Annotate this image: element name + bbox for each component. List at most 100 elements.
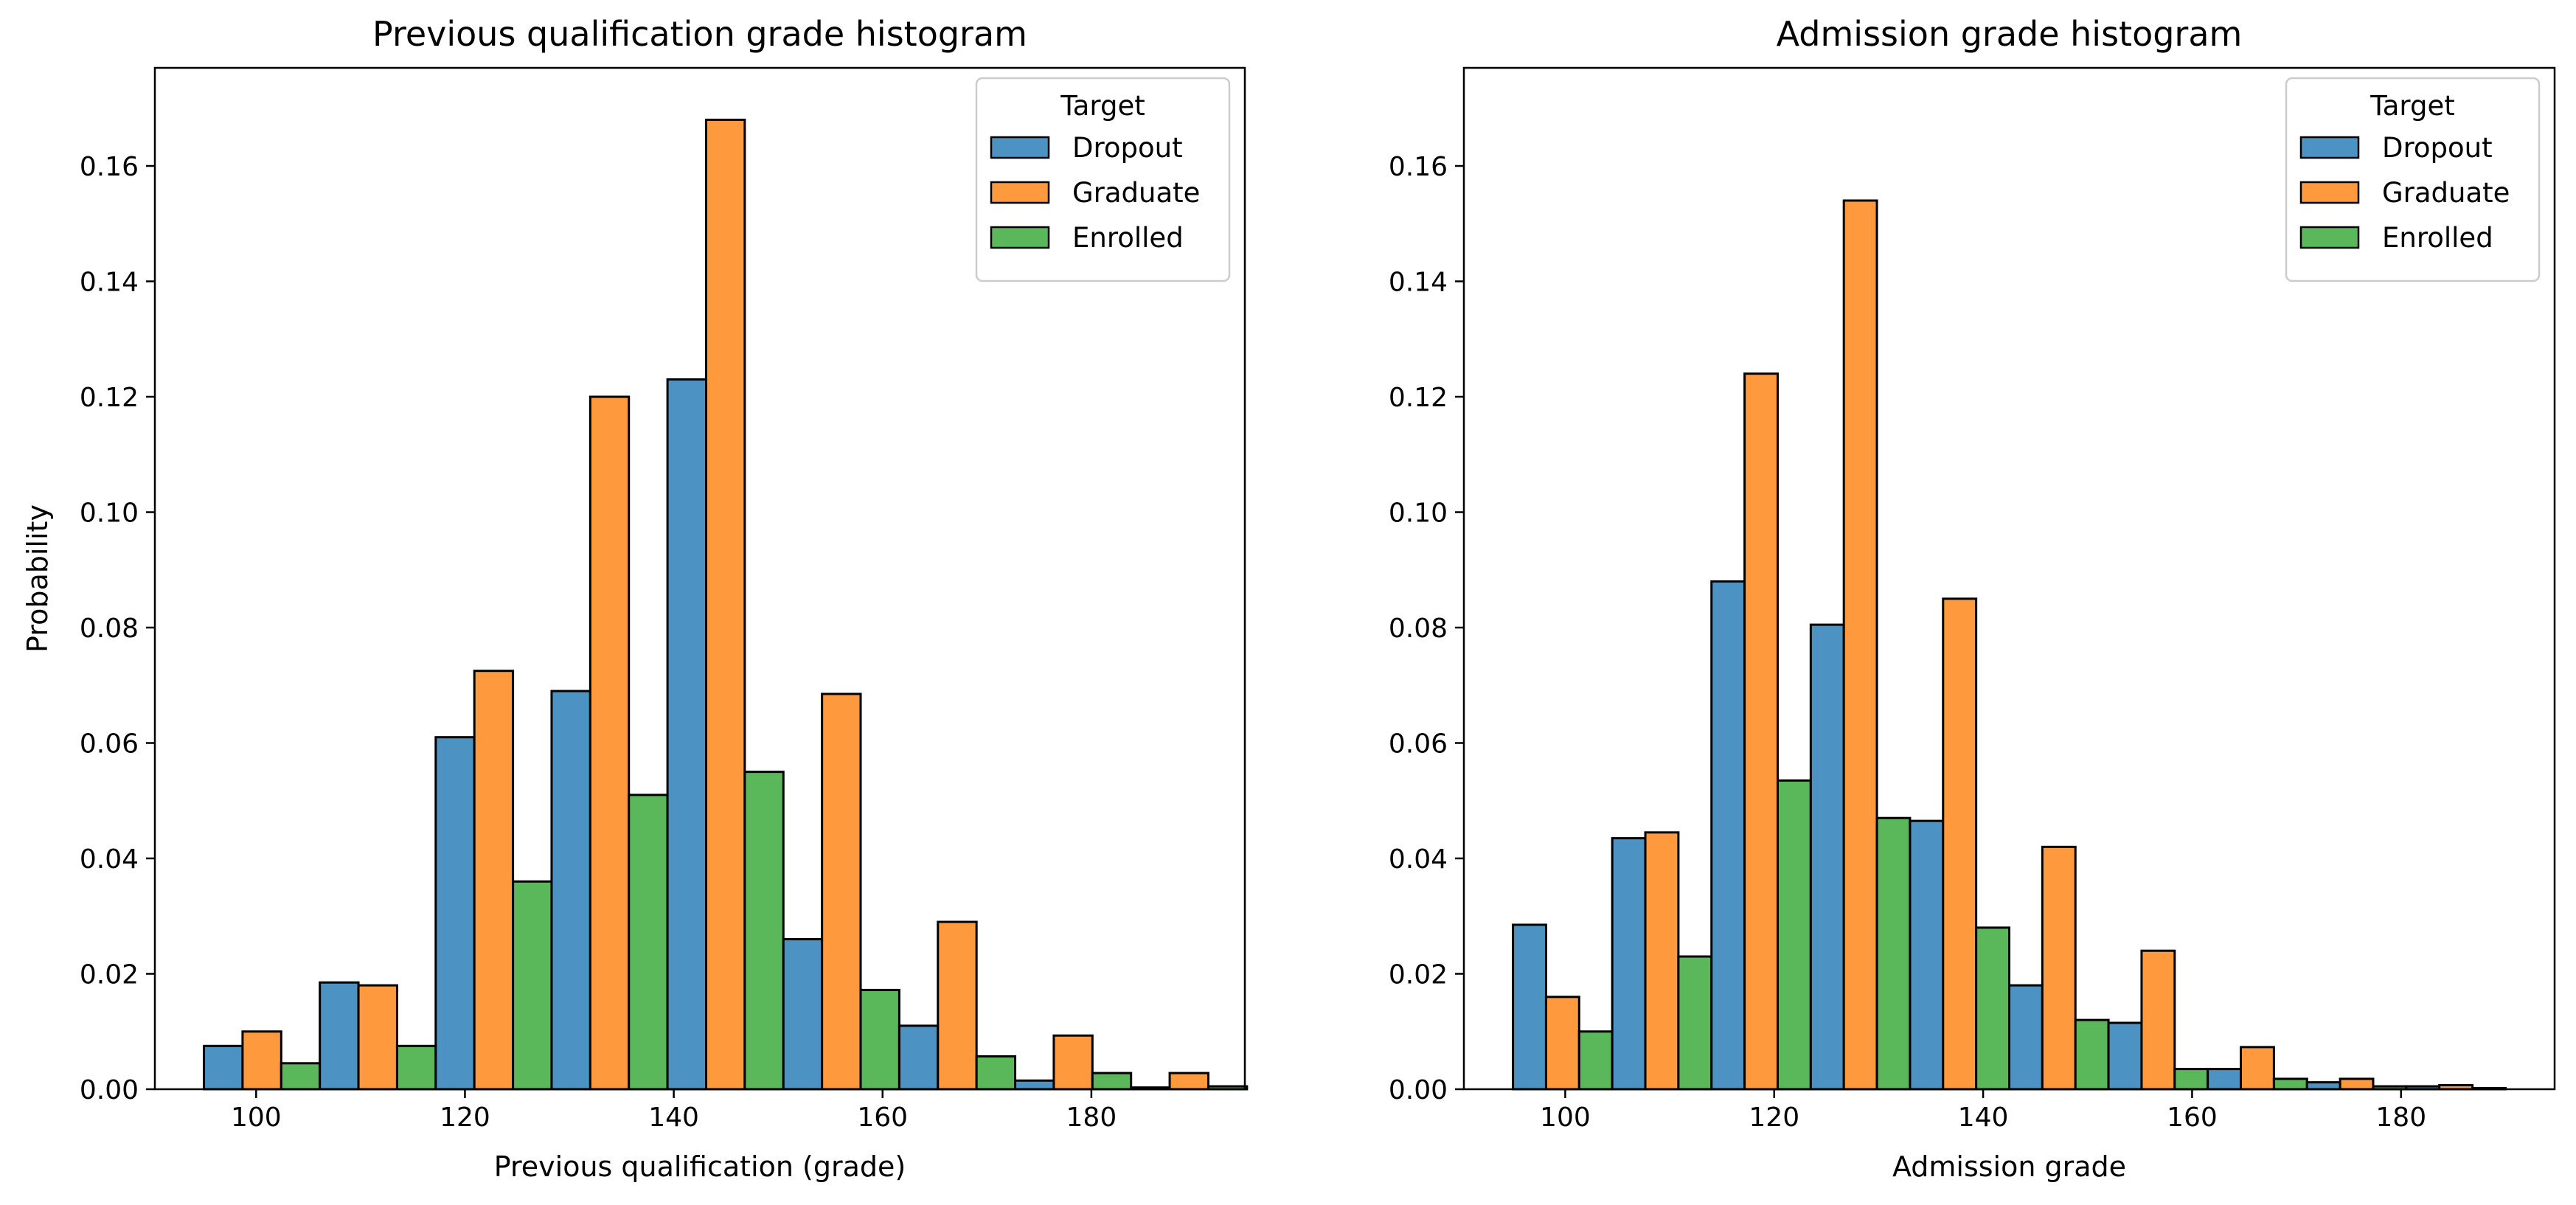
x-tick-label: 180	[1066, 1102, 1117, 1133]
bar-graduate-bin-1	[1544, 996, 1580, 1091]
bars-group	[203, 118, 1249, 1091]
legend-entry-graduate: Graduate	[1072, 177, 1200, 209]
bar-graduate-bin-7	[937, 920, 978, 1091]
bar-enrolled-bin-1	[1577, 1030, 1614, 1091]
y-tick-label: 0.14	[80, 268, 139, 298]
bar-dropout-bin-1	[203, 1044, 244, 1091]
bar-dropout-bin-3	[1710, 580, 1746, 1091]
bar-enrolled-bin-2	[1677, 955, 1713, 1091]
bar-enrolled-bin-7	[2173, 1068, 2209, 1091]
y-tick-label: 0.10	[1389, 499, 1448, 529]
bar-enrolled-bin-5	[743, 771, 785, 1091]
y-tick-label: 0.02	[80, 960, 139, 990]
legend-swatch-enrolled	[990, 226, 1050, 249]
x-tick-label: 140	[648, 1102, 699, 1133]
bar-enrolled-bin-3	[512, 880, 553, 1091]
bar-graduate-bin-1	[241, 1030, 282, 1091]
axes-frame	[153, 66, 1246, 1091]
bar-enrolled-bin-4	[628, 794, 669, 1091]
y-tick-label: 0.16	[1389, 152, 1448, 182]
bar-enrolled-bin-3	[1776, 779, 1812, 1091]
bar-graduate-bin-2	[1644, 831, 1680, 1091]
legend-entry-dropout: Dropout	[2382, 132, 2493, 164]
bar-enrolled-bin-6	[2074, 1018, 2110, 1091]
y-tick-label: 0.00	[1389, 1075, 1448, 1105]
x-tick-label: 120	[440, 1102, 490, 1133]
y-tick-label: 0.12	[1389, 383, 1448, 413]
x-axis-label: Previous qualification (grade)	[494, 1150, 906, 1183]
y-tick-label: 0.06	[1389, 729, 1448, 760]
bar-graduate-bin-7	[2140, 949, 2176, 1091]
bar-dropout-bin-5	[666, 378, 707, 1091]
bar-graduate-bin-4	[589, 395, 631, 1091]
bar-enrolled-bin-5	[1975, 926, 2011, 1091]
bar-enrolled-bin-7	[975, 1055, 1017, 1091]
legend-entry-dropout: Dropout	[1072, 132, 1183, 164]
y-tick-label: 0.04	[80, 844, 139, 875]
bar-enrolled-bin-6	[859, 988, 900, 1091]
bar-graduate-bin-4	[1842, 199, 1878, 1091]
y-tick-label: 0.08	[1389, 614, 1448, 644]
y-tick-label: 0.04	[1389, 844, 1448, 875]
legend-swatch-graduate	[2299, 181, 2360, 204]
bar-graduate-bin-6	[821, 692, 862, 1091]
bar-graduate-bin-3	[473, 670, 515, 1091]
bar-dropout-bin-8	[1014, 1079, 1055, 1091]
x-tick-label: 180	[2375, 1102, 2426, 1133]
chart-title: Admission grade histogram	[1777, 14, 2243, 54]
x-axis-label: Admission grade	[1892, 1150, 2126, 1183]
y-tick-label: 0.06	[80, 729, 139, 760]
bar-graduate-bin-6	[2041, 845, 2077, 1091]
legend-swatch-dropout	[2299, 136, 2360, 159]
chart-panel-1: 100 120 140 160 180 0.00 0.02 0.04 0.06 0.08 0.10 0…	[21, 14, 1249, 1183]
legend-swatch-enrolled	[2299, 226, 2360, 249]
bar-dropout-bin-6	[2008, 984, 2044, 1091]
x-tick-label: 160	[2167, 1102, 2218, 1133]
chart-title: Previous qualification grade histogram	[372, 14, 1027, 54]
x-tick-label: 140	[1958, 1102, 2009, 1133]
bar-enrolled-bin-8	[1091, 1072, 1133, 1091]
legend-entry-graduate: Graduate	[2382, 177, 2510, 209]
bar-dropout-bin-6	[782, 938, 824, 1091]
x-tick-label: 100	[1540, 1102, 1591, 1133]
bar-dropout-bin-4	[1809, 623, 1845, 1091]
bar-graduate-bin-5	[1942, 597, 1978, 1091]
bar-graduate-bin-5	[704, 118, 746, 1091]
bar-dropout-bin-3	[434, 736, 476, 1091]
bar-dropout-bin-7	[898, 1024, 940, 1091]
bar-graduate-bin-2	[357, 984, 398, 1091]
y-tick-label: 0.16	[80, 152, 139, 182]
bar-enrolled-bin-4	[1875, 816, 1912, 1091]
y-tick-label: 0.14	[1389, 268, 1448, 298]
bar-enrolled-bin-1	[280, 1062, 322, 1091]
chart-panel-2: 100 120 140 160 180 0.00 0.02 0.04 0.06 0.08 0.10 0…	[1389, 14, 2556, 1183]
bar-dropout-bin-1	[1512, 923, 1547, 1091]
bar-dropout-bin-4	[550, 690, 591, 1091]
legend: Target Dropout Graduate Enrolled	[2285, 77, 2541, 282]
legend-swatch-graduate	[990, 181, 1050, 204]
bar-graduate-bin-9	[2339, 1077, 2375, 1091]
bar-graduate-bin-8	[1052, 1034, 1094, 1091]
y-axis-label: Probability	[21, 504, 54, 653]
bar-dropout-bin-8	[2207, 1068, 2243, 1091]
y-tick-label: 0.02	[1389, 960, 1448, 990]
bar-dropout-bin-2	[1611, 837, 1647, 1091]
bar-dropout-bin-2	[319, 981, 360, 1091]
legend-title: Target	[1060, 90, 1145, 122]
y-tick-label: 0.00	[80, 1075, 139, 1105]
legend-swatch-dropout	[990, 136, 1050, 159]
bar-enrolled-bin-8	[2272, 1077, 2308, 1091]
y-tick-label: 0.12	[80, 383, 139, 413]
legend: Target Dropout Graduate Enrolled	[975, 77, 1231, 282]
y-tick-label: 0.08	[80, 614, 139, 644]
bar-dropout-bin-7	[2107, 1021, 2143, 1091]
axes-frame	[1462, 66, 2556, 1091]
bar-dropout-bin-9	[2305, 1081, 2341, 1091]
bar-dropout-bin-5	[1909, 819, 1945, 1091]
bar-enrolled-bin-2	[395, 1044, 437, 1091]
bar-graduate-bin-8	[2240, 1046, 2275, 1091]
bar-graduate-bin-3	[1743, 372, 1779, 1091]
legend-entry-enrolled: Enrolled	[2382, 222, 2493, 254]
x-tick-label: 160	[857, 1102, 908, 1133]
